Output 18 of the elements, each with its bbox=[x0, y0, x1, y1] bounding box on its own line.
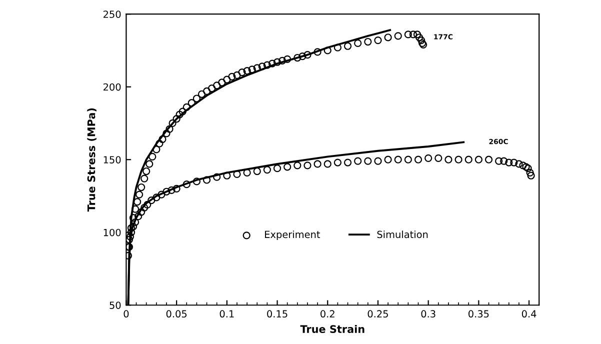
y-tick-label: 100 bbox=[104, 228, 121, 236]
x-tick-label: 0.3 bbox=[421, 310, 436, 318]
y-tick-label: 150 bbox=[104, 156, 121, 164]
x-tick-label: 0.4 bbox=[522, 310, 536, 318]
legend-label: Experiment bbox=[265, 230, 320, 240]
y-tick-label: 50 bbox=[110, 302, 121, 309]
x-tick-label: 0.25 bbox=[368, 310, 388, 318]
y-tick-label: 250 bbox=[104, 10, 121, 18]
y-tick-label: 200 bbox=[104, 83, 121, 91]
x-tick-label: 0.1 bbox=[220, 310, 234, 318]
x-tick-label: 0.15 bbox=[267, 310, 288, 318]
y-axis-title: True Stress (MPa) bbox=[87, 108, 96, 212]
x-axis-title: True Strain bbox=[300, 324, 364, 334]
x-tick-label: 0.2 bbox=[320, 310, 334, 318]
x-tick-label: 0 bbox=[124, 310, 129, 318]
legend-label: Simulation bbox=[377, 230, 428, 238]
x-tick-label: 0.35 bbox=[468, 310, 489, 318]
x-tick-label: 0.05 bbox=[166, 310, 187, 318]
